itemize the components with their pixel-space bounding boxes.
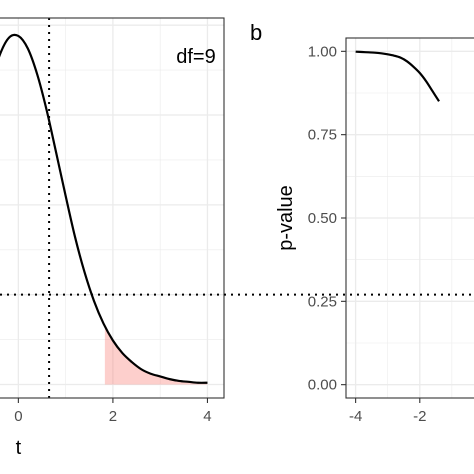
panel-b-y-axis-title: p-value (275, 185, 297, 251)
panel-b-y-tick-label: 0.75 (308, 127, 337, 144)
panel-a-x-axis-title: t (16, 437, 22, 459)
panel-a-border (0, 17, 225, 399)
p-value-curve (355, 50, 440, 102)
panel-a-x-axis: 0 2 4 (14, 398, 212, 425)
panel-b-x-tick-label: -4 (349, 408, 362, 425)
panel-a-x-tick-label: 2 (109, 408, 117, 425)
panel-b-y-tick-label: 0.50 (308, 210, 337, 227)
panel-b-gridlines (346, 38, 474, 398)
panel-b-y-tick-label: 0.00 (308, 377, 337, 394)
panel-a-gridlines (0, 18, 224, 398)
tail-shaded-area (104, 326, 208, 385)
df-annotation: df=9 (176, 46, 215, 68)
panel-a-x-tick-label: 4 (203, 408, 211, 425)
panel-a-x-tick-label: 0 (14, 408, 22, 425)
density-curve (0, 33, 208, 384)
panel-b: b p-value -4 -2 0.00 0.25 0.50 0.75 1.00 (0, 20, 474, 425)
panel-b-tag: b (250, 20, 262, 45)
panel-b-x-tick-label: -2 (413, 408, 426, 425)
panel-b-y-tick-label: 0.25 (308, 293, 337, 310)
panel-b-x-axis: -4 -2 (349, 398, 426, 425)
panel-a: 0 2 4 df=9 t (0, 17, 225, 459)
panel-b-y-axis: 0.00 0.25 0.50 0.75 1.00 (308, 43, 346, 394)
panel-b-y-tick-label: 1.00 (308, 43, 337, 60)
